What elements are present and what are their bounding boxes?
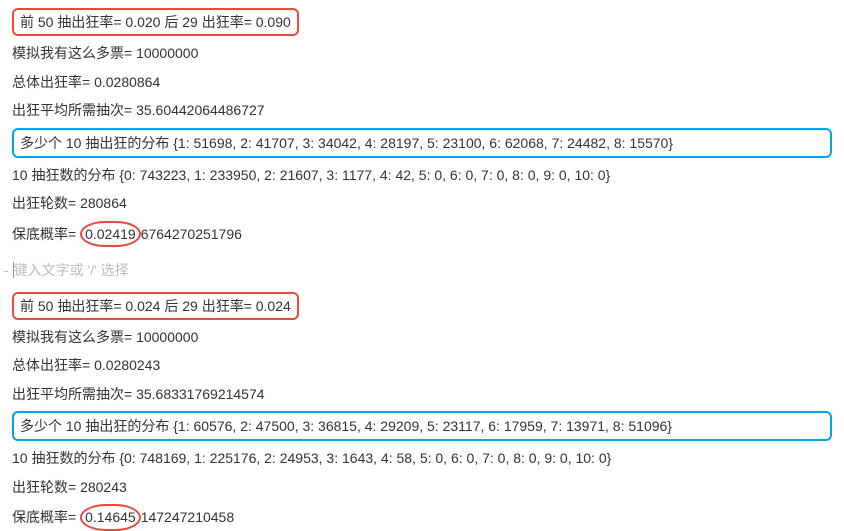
prob-line-2: 保底概率= 0.14645147247210458 [12, 504, 832, 530]
text-line: 模拟我有这么多票= 10000000 [12, 326, 832, 348]
text-line: 出狂轮数= 280864 [12, 192, 832, 214]
text-line: 出狂平均所需抽次= 35.68331769214574 [12, 383, 832, 405]
minus-icon: - [4, 259, 9, 281]
prob-circled-1: 0.02419 [80, 221, 141, 247]
prob-line-1: 保底概率= 0.024196764270251796 [12, 221, 832, 247]
header-box-2: 前 50 抽出狂率= 0.024 后 29 出狂率= 0.024 [12, 292, 299, 320]
editor-placeholder-row[interactable]: - 键入文字或 '/' 选择 [4, 259, 832, 281]
placeholder-text: 键入文字或 '/' 选择 [13, 259, 129, 281]
prob-circled-2: 0.14645 [80, 504, 141, 530]
text-line: 出狂轮数= 280243 [12, 476, 832, 498]
prob-prefix: 保底概率= [12, 226, 80, 242]
prob-suffix: 147247210458 [141, 509, 234, 525]
distribution-box-1: 多少个 10 抽出狂的分布 {1: 51698, 2: 41707, 3: 34… [12, 128, 832, 158]
text-line: 10 抽狂数的分布 {0: 743223, 1: 233950, 2: 2160… [12, 164, 832, 186]
distribution-box-2: 多少个 10 抽出狂的分布 {1: 60576, 2: 47500, 3: 36… [12, 411, 832, 441]
header-box-1: 前 50 抽出狂率= 0.020 后 29 出狂率= 0.090 [12, 8, 299, 36]
prob-prefix: 保底概率= [12, 509, 80, 525]
text-line: 10 抽狂数的分布 {0: 748169, 1: 225176, 2: 2495… [12, 447, 832, 469]
prob-suffix: 6764270251796 [141, 226, 242, 242]
text-line: 模拟我有这么多票= 10000000 [12, 42, 832, 64]
text-line: 出狂平均所需抽次= 35.60442064486727 [12, 99, 832, 121]
text-line: 总体出狂率= 0.0280864 [12, 71, 832, 93]
text-line: 总体出狂率= 0.0280243 [12, 354, 832, 376]
